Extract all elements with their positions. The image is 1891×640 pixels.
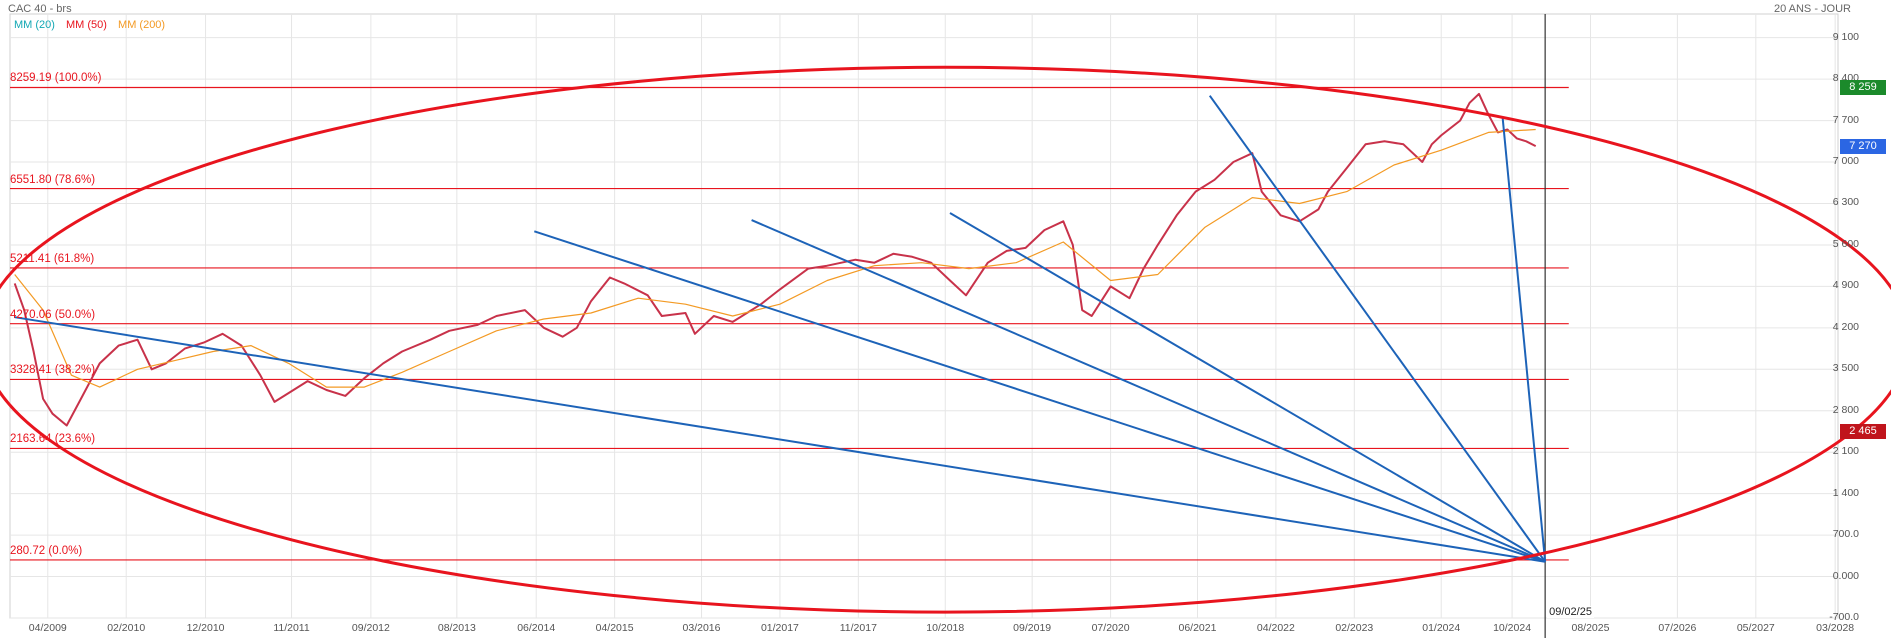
price-tag: 2 465 [1840,423,1886,439]
x-tick-label: 08/2025 [1571,622,1610,634]
fan-line [751,219,1546,563]
y-tick-label: 7 000 [1832,155,1859,168]
chart-title: CAC 40 - brs [8,3,72,15]
fan-line [1208,95,1546,563]
y-tick-label: 1 400 [1832,486,1859,499]
x-tick-label: 07/2026 [1658,622,1697,634]
y-tick-label: 6 300 [1832,196,1859,209]
x-tick-label: 04/2015 [595,622,634,634]
x-tick-label: 05/2027 [1736,622,1775,634]
y-tick-label: -700.0 [1829,611,1859,623]
fib-level-label: 5211.41 (61.8%) [10,252,95,265]
x-tick-label: 06/2021 [1178,622,1217,634]
chart-period[interactable]: 20 ANS - JOUR [1773,3,1851,15]
fib-level-label: 4270.06 (50.0%) [10,308,96,321]
fib-level-label: 2163.64 (23.6%) [10,433,96,446]
price-tag: 7 270 [1840,139,1886,155]
x-tick-label: 11/2017 [839,622,877,634]
y-tick-label: 3 500 [1832,362,1859,375]
x-tick-label: 07/2020 [1091,622,1130,634]
y-tick-label: 0.000 [1832,569,1859,582]
y-tick-label: 4 200 [1832,320,1859,333]
y-tick-label: 7 700 [1832,113,1859,126]
x-tick-label: 04/2022 [1256,622,1295,634]
price-series-line [13,92,1537,427]
x-tick-label: 04/2009 [28,622,67,634]
y-tick-label: 2 100 [1832,445,1859,458]
x-tick-label: 02/2010 [107,622,146,634]
y-tick-label: 2 800 [1832,403,1859,416]
y-tick-label: 5 600 [1832,237,1859,250]
ellipse-drawing [0,65,1891,614]
x-tick-label: 03/2016 [682,622,721,634]
x-tick-label: 10/2018 [926,622,965,634]
x-tick-label: 08/2013 [437,622,476,634]
y-tick-label: 4 900 [1832,279,1859,292]
fib-level-label: 8259.19 (100.0%) [10,72,102,85]
x-tick-label: 12/2010 [186,622,225,634]
ma200-line [14,128,1536,388]
fib-level-label: 280.72 (0.0%) [10,544,83,557]
fan-line [949,212,1546,563]
x-tick-label: 06/2014 [517,622,556,634]
legend-ma20[interactable]: MM (20) [14,19,55,31]
fan-line [1501,117,1547,562]
x-tick-label: 09/2019 [1013,622,1052,634]
legend-ma50[interactable]: MM (50) [66,19,107,31]
x-tick-label: 03/2028 [1816,622,1855,634]
y-tick-label: 9 100 [1832,30,1859,43]
price-tag: 8 259 [1840,80,1886,96]
plot-frame [9,13,1839,619]
x-tick-label: 01/2017 [760,622,799,634]
y-tick-label: 700.0 [1832,528,1859,541]
x-tick-label: 10/2024 [1493,622,1532,634]
fan-line [14,316,1546,563]
date-marker-label: 09/02/25 [1547,606,1594,618]
x-tick-label: 01/2024 [1422,622,1461,634]
x-tick-label: 02/2023 [1335,622,1374,634]
ma-legend: MM (20) MM (50) MM (200) [14,19,173,31]
x-tick-label: 11/2011 [273,622,310,634]
legend-ma200[interactable]: MM (200) [118,19,166,31]
x-tick-label: 09/2012 [351,622,390,634]
fib-level-label: 6551.80 (78.6%) [10,173,96,186]
fib-level-label: 3328.41 (38.2%) [10,364,96,377]
fan-line [533,230,1546,563]
